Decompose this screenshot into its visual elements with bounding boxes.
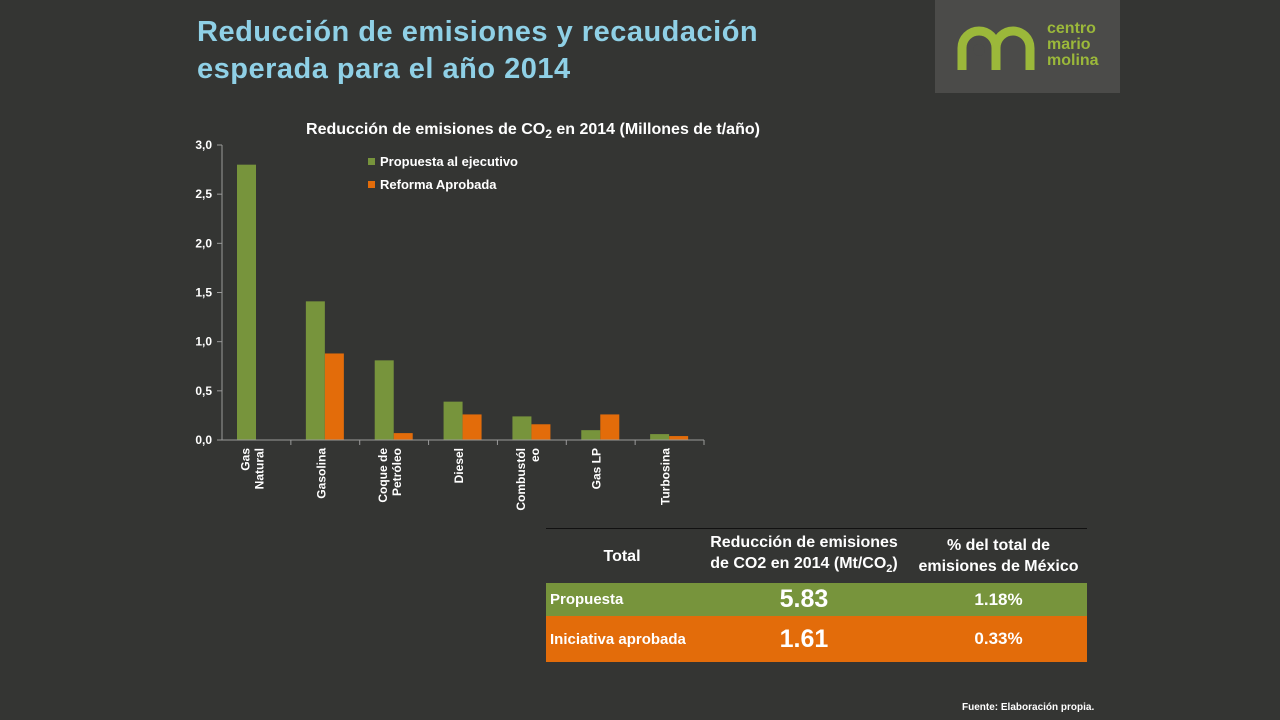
bar-propuesta (443, 401, 463, 440)
x-tick-label-line: Turbosina (659, 448, 673, 505)
legend-swatch (368, 181, 375, 188)
bar-reforma (462, 414, 482, 440)
row-label: Iniciativa aprobada (550, 630, 686, 648)
x-tick-label-line: Gas LP (590, 448, 604, 489)
y-tick-label: 3,0 (195, 138, 212, 152)
x-tick-label-line: Diesel (452, 448, 466, 483)
header-reduction-subscript: 2 (886, 563, 893, 576)
y-tick-label: 1,0 (195, 335, 212, 349)
x-tick-label-line: Combustól (514, 448, 528, 511)
bar-propuesta (512, 416, 532, 440)
bar-propuesta (374, 360, 394, 440)
x-tick-label-line: eo (528, 448, 542, 462)
logo-text: centro mario molina (1047, 21, 1099, 69)
x-tick-label-line: Gas (238, 448, 252, 471)
legend-label: Propuesta al ejecutivo (380, 154, 518, 169)
x-tick-label: Gasolina (314, 448, 328, 499)
legend-label: Reforma Aprobada (380, 177, 497, 192)
chart-title-subscript: 2 (545, 127, 552, 141)
row-value: 5.83 (779, 585, 829, 614)
chart-title-suffix: en 2014 (Millones de t/año) (552, 121, 760, 138)
bar-reforma (669, 436, 689, 440)
chart-title-prefix: Reducción de emisiones de CO (306, 121, 545, 138)
table-row: Propuesta 5.83 1.18% (546, 583, 1087, 617)
y-tick-label: 0,5 (195, 384, 212, 398)
x-tick-label: Diesel (452, 448, 466, 483)
bar-propuesta (650, 434, 670, 440)
x-tick-label: Coque dePetróleo (376, 448, 404, 503)
legend-swatch (368, 158, 375, 165)
x-tick-label-line: Coque de (376, 448, 390, 503)
y-tick-label: 2,5 (195, 187, 212, 201)
slide-title: Reducción de emisiones y recaudación esp… (197, 14, 877, 88)
bars (237, 164, 689, 440)
centro-mario-molina-logo-icon (957, 26, 1035, 70)
x-tick-label-line: Gasolina (314, 448, 328, 499)
row-percent: 1.18% (974, 589, 1023, 609)
x-axis: GasNatural Gasolina Coque dePetróleo Diesel… (222, 439, 705, 511)
x-tick-label-line: Natural (252, 448, 266, 489)
results-table: Total Reducción de emisiones de CO2 en 2… (546, 528, 1087, 663)
table-row: Iniciativa aprobada 1.61 0.33% (546, 616, 1087, 663)
bar-reforma (393, 433, 413, 440)
y-tick-label: 0,0 (195, 433, 212, 447)
y-tick-label: 2,0 (195, 236, 212, 250)
header-total: Total (546, 528, 698, 584)
header-reduction-text: Reducción de emisiones de CO2 en 2014 (M… (710, 534, 898, 572)
bar-reforma (531, 424, 551, 440)
legend: Propuesta al ejecutivo Reforma Aprobada (368, 154, 518, 192)
x-tick-label: Turbosina (659, 448, 673, 505)
source-footnote: Fuente: Elaboración propia. (962, 702, 1095, 713)
x-tick-label: GasNatural (238, 448, 266, 490)
logo-line-molina: molina (1047, 52, 1099, 69)
bar-reforma (600, 414, 620, 440)
slide-title-line1: Reducción de emisiones y recaudación (197, 16, 759, 48)
x-tick-label: Gas LP (590, 448, 604, 489)
header-reduction-end: ) (892, 555, 898, 572)
x-tick-label: Combustóleo (514, 448, 542, 511)
header-reduction: Reducción de emisiones de CO2 en 2014 (M… (698, 528, 910, 584)
row-value: 1.61 (779, 624, 829, 653)
chart-title: Reducción de emisiones de CO2 en 2014 (M… (306, 121, 760, 141)
y-axis: 0,0 0,5 1,0 1,5 2,0 2,5 3,0 (195, 138, 223, 447)
x-tick-label-line: Petróleo (390, 448, 404, 496)
table-header-row: Total Reducción de emisiones de CO2 en 2… (546, 528, 1087, 584)
logo-line-mario: mario (1047, 36, 1091, 53)
header-percent: % del total de emisiones de México (910, 528, 1087, 584)
bar-propuesta (581, 430, 601, 440)
bar-propuesta (305, 301, 325, 440)
logo-line-centro: centro (1047, 20, 1096, 37)
slide-title-line2: esperada para el año 2014 (197, 53, 571, 85)
row-label: Propuesta (550, 591, 624, 609)
row-percent: 0.33% (974, 629, 1023, 649)
bar-propuesta (237, 164, 256, 440)
bar-reforma (324, 353, 344, 440)
logo: centro mario molina (935, 0, 1120, 93)
bar-chart: Reducción de emisiones de CO2 en 2014 (M… (195, 121, 760, 511)
y-tick-label: 1,5 (195, 286, 212, 300)
